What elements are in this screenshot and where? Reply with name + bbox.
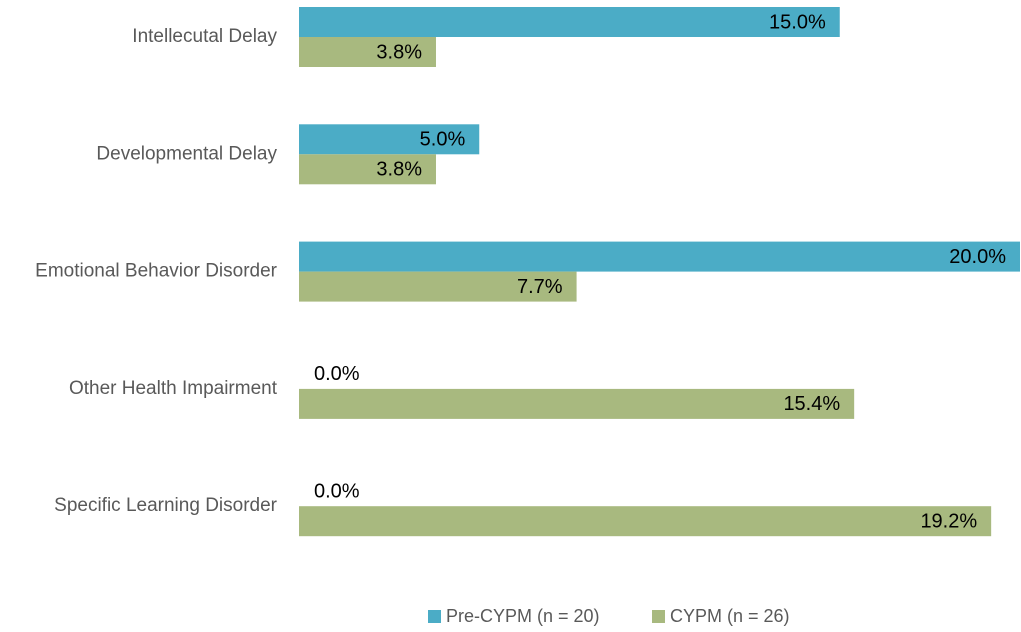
data-label: 20.0% xyxy=(949,246,1006,268)
data-label: 15.4% xyxy=(783,393,840,415)
bar xyxy=(299,124,480,155)
data-label: 5.0% xyxy=(420,129,466,151)
category-label: Emotional Behavior Disorder xyxy=(35,261,278,282)
category-label: Intellecutal Delay xyxy=(132,26,277,47)
legend-swatch xyxy=(652,610,665,623)
data-label: 7.7% xyxy=(517,276,563,298)
data-label: 15.0% xyxy=(769,11,826,33)
bar xyxy=(299,388,855,419)
category-label: Other Health Impairment xyxy=(69,378,278,399)
legend-swatch xyxy=(428,610,441,623)
data-label: 0.0% xyxy=(314,480,360,502)
bar xyxy=(299,271,577,302)
data-label: 0.0% xyxy=(314,363,360,385)
bar xyxy=(299,154,436,185)
bar xyxy=(299,37,436,67)
data-label: 19.2% xyxy=(920,510,977,532)
category-label: Specific Learning Disorder xyxy=(54,495,278,516)
legend-label: CYPM (n = 26) xyxy=(670,606,790,626)
legend-label: Pre-CYPM (n = 20) xyxy=(446,606,600,626)
category-label: Developmental Delay xyxy=(96,143,277,164)
data-label: 3.8% xyxy=(376,159,422,181)
bar xyxy=(299,7,840,37)
bar xyxy=(299,506,992,537)
data-label: 3.8% xyxy=(376,41,422,63)
bar xyxy=(299,241,1020,272)
